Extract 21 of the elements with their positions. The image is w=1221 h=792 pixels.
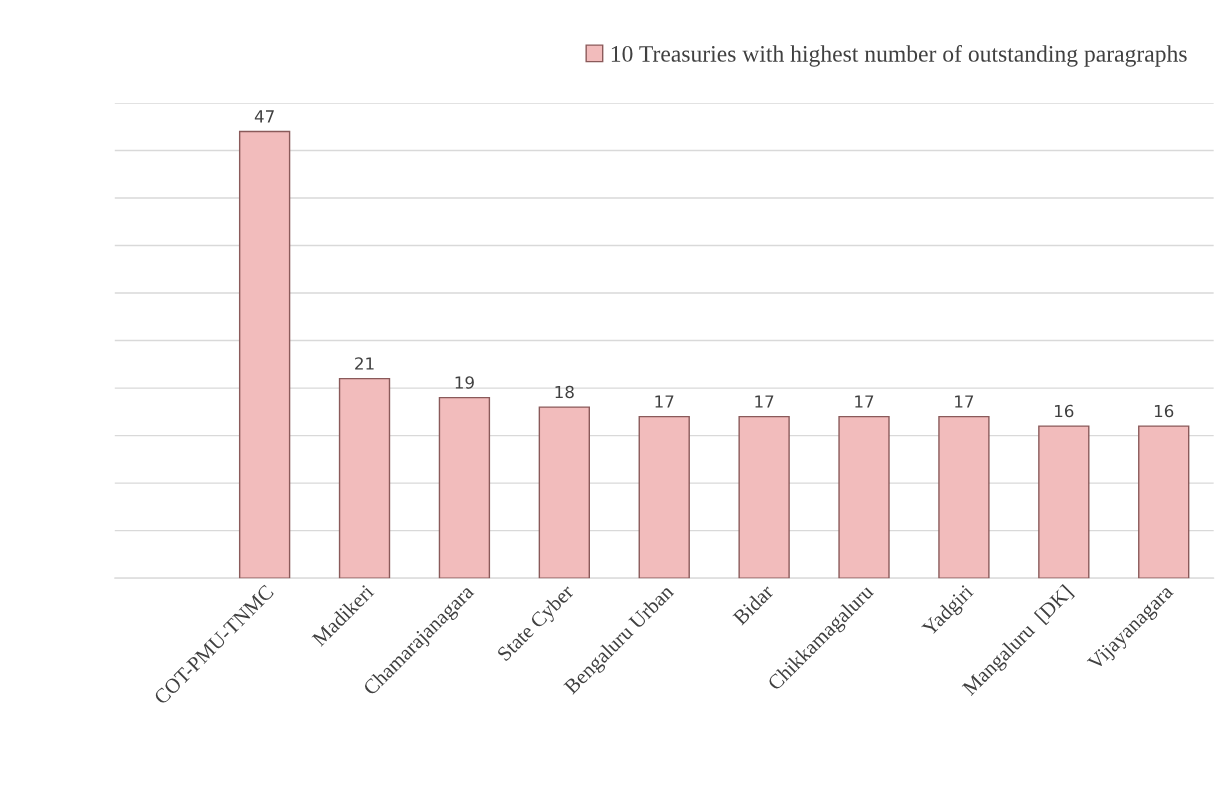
- data-label: 19: [455, 376, 474, 389]
- bar: [438, 396, 491, 579]
- data-label: 18: [555, 385, 574, 399]
- data-label: 17: [755, 395, 774, 408]
- data-label: 47: [254, 110, 274, 123]
- data-label: 16: [1154, 404, 1174, 418]
- legend-label: 10 Treasuries with highest number of outstanding paragraphs: [611, 45, 1187, 67]
- bar: [238, 130, 291, 579]
- bar: [638, 415, 690, 579]
- bar: [938, 415, 990, 579]
- data-label: 17: [855, 395, 874, 408]
- data-label: 17: [955, 395, 974, 408]
- data-label: 17: [655, 395, 674, 408]
- bar: [1138, 425, 1190, 579]
- bar: [738, 415, 790, 579]
- bar: [538, 406, 590, 579]
- data-label: 21: [355, 357, 374, 370]
- bar: [1038, 425, 1090, 579]
- bar: [338, 377, 391, 579]
- data-label: 16: [1055, 404, 1074, 418]
- bar: [838, 415, 890, 579]
